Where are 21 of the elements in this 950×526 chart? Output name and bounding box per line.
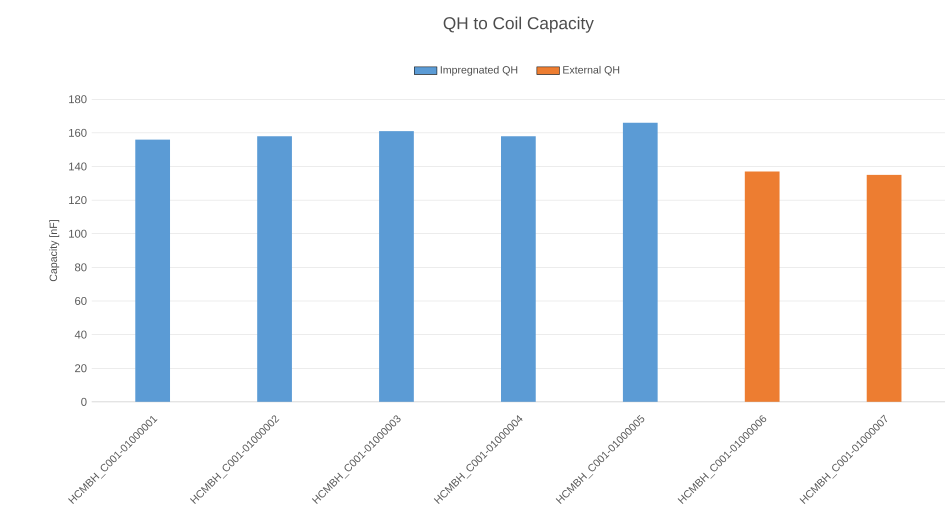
bar [866, 174, 902, 402]
bar [622, 122, 658, 402]
y-tick-label: 80 [75, 263, 87, 272]
legend-label: Impregnated QH [440, 66, 518, 76]
y-tick-label: 140 [69, 162, 87, 170]
y-tick-label: 20 [75, 364, 87, 372]
bar [257, 136, 292, 402]
legend-label: External QH [563, 66, 620, 76]
y-tick-label: 120 [69, 196, 87, 204]
bar [135, 140, 170, 402]
bar [379, 131, 414, 402]
y-tick-label: 60 [75, 297, 87, 305]
y-axis-title: Capacity [nF] [49, 220, 60, 282]
y-tick-label: 40 [74, 330, 87, 339]
y-tick-label: 0 [81, 398, 87, 406]
chart-title: QH to Coil Capacity [444, 16, 594, 33]
y-tick-label: 100 [69, 230, 87, 238]
bar [500, 136, 536, 402]
y-tick-label: 180 [69, 95, 87, 104]
y-tick-label: 160 [69, 128, 87, 137]
bar [744, 172, 780, 402]
